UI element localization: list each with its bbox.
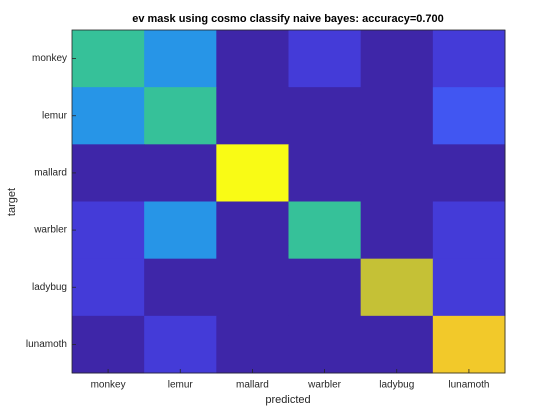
cell	[360, 144, 434, 202]
chart-title: ev mask using cosmo classify naive bayes…	[132, 13, 444, 25]
y-tick-label: lemur	[42, 110, 68, 121]
cell	[144, 87, 217, 145]
cell	[72, 144, 145, 202]
x-axis-label: predicted	[265, 394, 310, 406]
x-tick-label: ladybug	[379, 380, 414, 391]
x-tick-label: monkey	[91, 380, 126, 391]
cell	[360, 30, 434, 88]
cell	[360, 258, 434, 317]
y-tick-label: mallard	[34, 168, 67, 179]
cell	[144, 30, 217, 88]
y-tick-label: lunamoth	[26, 339, 67, 350]
cell	[72, 87, 145, 145]
cell	[216, 258, 289, 317]
cell	[288, 201, 362, 260]
cells	[72, 30, 506, 374]
y-tick-label: warbler	[33, 225, 67, 236]
cell	[144, 258, 217, 317]
cell	[72, 201, 145, 260]
x-tick-label: warbler	[307, 380, 341, 391]
axes-box	[71, 29, 506, 374]
cell	[72, 30, 145, 88]
cell	[144, 315, 217, 374]
cell	[432, 144, 506, 202]
cell	[144, 201, 217, 260]
cell	[288, 87, 362, 145]
cell	[432, 201, 506, 260]
cell	[432, 258, 506, 317]
x-tick-label: mallard	[236, 380, 269, 391]
y-axis-label: target	[6, 188, 18, 216]
x-tick-label: lemur	[168, 380, 194, 391]
y-tick-label: monkey	[32, 53, 67, 64]
cell	[144, 144, 217, 202]
cell	[288, 144, 362, 202]
y-tick-label: ladybug	[32, 282, 67, 293]
cell	[216, 144, 289, 202]
cell	[360, 87, 434, 145]
cell	[216, 315, 289, 374]
cell	[216, 201, 289, 260]
cell	[72, 315, 145, 374]
cell	[216, 87, 289, 145]
cell	[432, 87, 506, 145]
cell	[288, 315, 362, 374]
x-tick-label: lunamoth	[448, 380, 489, 391]
cell	[288, 30, 362, 88]
cell	[360, 201, 434, 260]
cell	[432, 30, 506, 88]
cell	[360, 315, 434, 374]
cell	[216, 30, 289, 88]
cell	[288, 258, 362, 317]
cell	[432, 315, 506, 374]
cell	[72, 258, 145, 317]
